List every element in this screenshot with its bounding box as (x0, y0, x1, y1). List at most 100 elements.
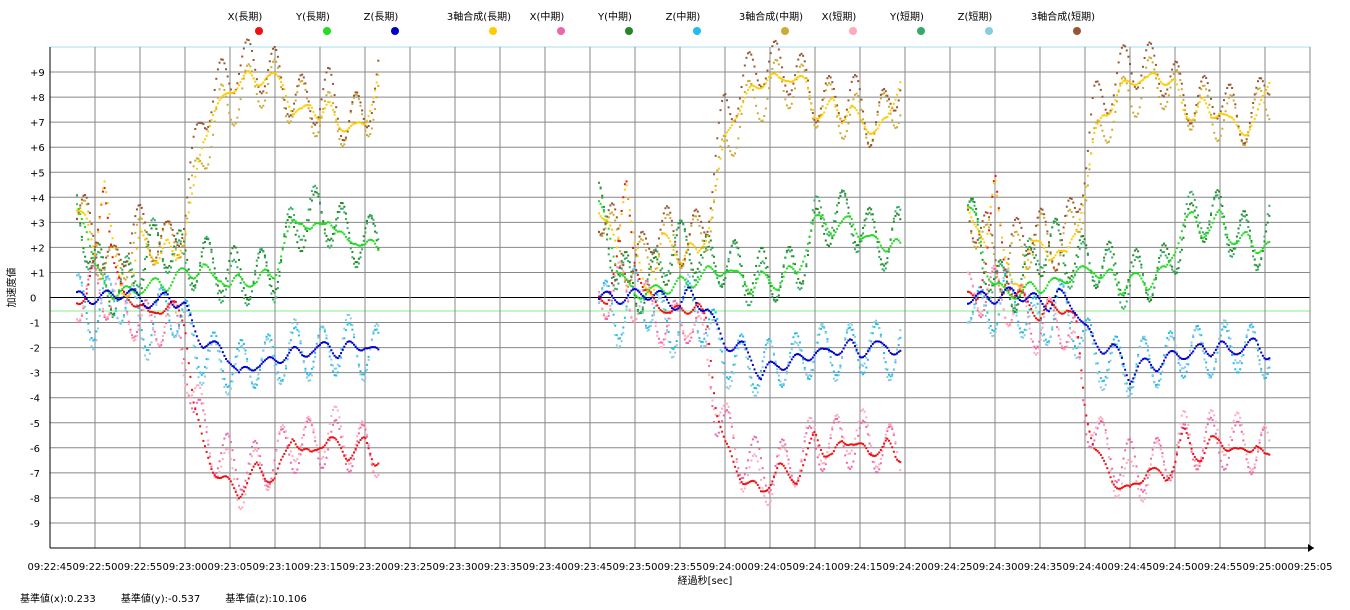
data-point (293, 318, 296, 321)
data-point (1156, 440, 1159, 443)
data-point (1192, 458, 1195, 461)
data-point (860, 108, 863, 111)
data-point (1057, 223, 1060, 226)
data-point (813, 431, 816, 434)
data-point (1260, 434, 1263, 437)
data-point (695, 304, 698, 307)
data-point (374, 224, 377, 227)
data-point (1082, 399, 1085, 402)
data-point (1140, 499, 1143, 502)
data-point (1072, 216, 1075, 219)
data-point (1112, 120, 1115, 123)
data-point (331, 370, 334, 373)
data-point (1099, 274, 1102, 277)
data-point (375, 73, 378, 76)
data-point (344, 138, 347, 141)
data-point (234, 260, 237, 263)
data-point (1247, 328, 1250, 331)
data-point (1114, 335, 1117, 338)
data-point (734, 355, 737, 358)
data-point (76, 217, 78, 220)
data-point (1088, 445, 1091, 448)
data-point (340, 447, 343, 450)
data-point (818, 463, 821, 466)
data-point (370, 458, 373, 461)
data-point (1180, 426, 1183, 429)
data-point (1119, 82, 1122, 85)
data-point (278, 270, 281, 273)
data-point (829, 232, 832, 235)
data-point (106, 317, 109, 320)
data-point (216, 284, 219, 287)
data-point (873, 455, 876, 458)
data-point (805, 453, 808, 456)
data-point (1143, 76, 1146, 79)
data-point (1154, 63, 1157, 66)
data-point (85, 196, 88, 199)
data-point (852, 241, 855, 244)
data-point (145, 231, 148, 234)
data-point (708, 373, 711, 376)
data-point (601, 232, 604, 235)
data-point (811, 209, 814, 212)
data-point (706, 230, 709, 233)
data-point (1182, 367, 1185, 370)
data-point (1038, 311, 1041, 314)
data-point (173, 253, 176, 256)
data-point (886, 257, 889, 260)
data-point (79, 204, 82, 207)
data-point (845, 130, 848, 133)
data-point (1005, 276, 1008, 279)
data-point (971, 313, 974, 316)
data-point (857, 421, 860, 424)
data-point (137, 304, 140, 307)
data-point (239, 98, 242, 101)
data-point (184, 368, 187, 371)
data-point (1172, 72, 1175, 75)
data-point (1169, 335, 1172, 338)
data-point (866, 358, 869, 361)
data-point (1033, 304, 1036, 307)
data-point (349, 457, 352, 460)
data-point (599, 234, 602, 237)
data-point (978, 237, 981, 240)
data-point (771, 295, 774, 298)
data-point (858, 427, 861, 430)
data-point (323, 444, 326, 447)
data-point (372, 463, 375, 466)
data-point (891, 426, 894, 429)
data-point (1235, 235, 1238, 238)
data-point (148, 224, 151, 227)
data-point (797, 344, 800, 347)
data-point (750, 53, 753, 56)
data-point (333, 94, 336, 97)
data-point (653, 313, 656, 316)
data-point (823, 222, 826, 225)
data-point (627, 259, 630, 262)
data-point (659, 346, 662, 349)
data-point (826, 77, 829, 80)
data-point (1224, 326, 1227, 329)
data-point (365, 442, 368, 445)
data-point (184, 332, 187, 335)
data-point (98, 314, 101, 317)
data-point (831, 237, 834, 240)
data-point (984, 282, 987, 285)
data-point (865, 447, 868, 450)
data-point (1201, 447, 1204, 450)
data-point (651, 318, 654, 321)
data-point (1043, 315, 1046, 318)
data-point (619, 250, 622, 253)
data-point (717, 281, 720, 284)
data-point (808, 425, 811, 428)
data-point (367, 447, 370, 450)
data-point (1116, 272, 1119, 275)
data-point (1187, 124, 1190, 127)
data-point (106, 250, 109, 253)
data-point (126, 276, 129, 279)
data-point (615, 288, 618, 291)
data-point (176, 322, 179, 325)
data-point (819, 468, 822, 471)
data-point (341, 144, 344, 147)
data-point (734, 242, 737, 245)
